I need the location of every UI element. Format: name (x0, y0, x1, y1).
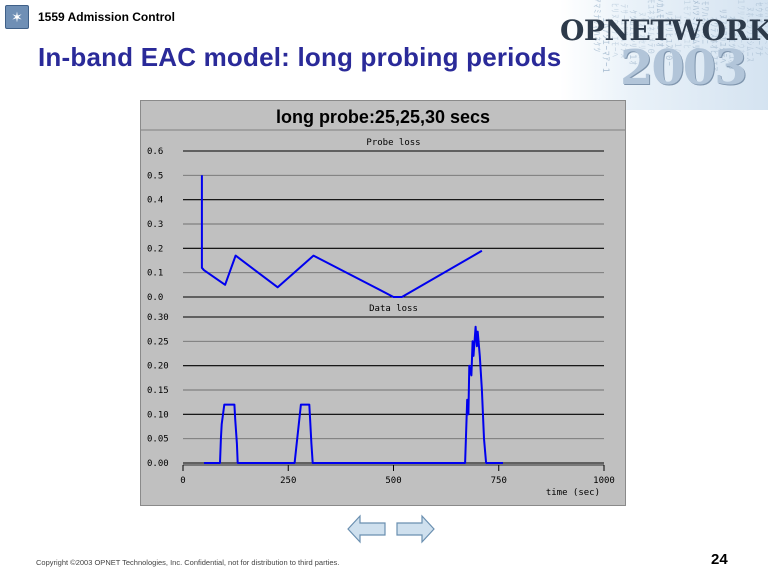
y-tick-label: 0.25 (147, 337, 169, 347)
y-tick-label: 0.6 (147, 147, 163, 157)
x-tick-label: 0 (180, 476, 185, 486)
y-tick-label: 0.4 (147, 196, 163, 206)
starburst-icon: ✶ (5, 5, 29, 29)
matrix-glyph-column: ｵﾊﾍﾃｴﾂﾑﾕﾎﾘ (726, 16, 736, 72)
matrix-glyph-column: ﾋﾘﾇｳｵﾃｴﾓｰﾍ (609, 3, 619, 59)
y-tick-label: 0.1 (147, 269, 163, 279)
figure-title-divider (141, 129, 625, 131)
x-tick-label: 250 (280, 476, 296, 486)
matrix-glyph-column: ｷﾒﾓﾜﾊﾈﾊﾊｳﾆ (699, 0, 709, 46)
matrix-glyph-column: ﾒﾊﾂﾐｱｵ0ﾑﾘﾑ (690, 0, 700, 56)
y-tick-label: 0.3 (147, 220, 163, 230)
matrix-glyph-column: ﾇﾎ1ﾂｳｴｼﾑﾆｽ (744, 7, 754, 63)
matrix-glyph-column: ｾｳｻｵｽﾏﾊｰｱﾅ (753, 2, 763, 58)
series-line (204, 325, 503, 464)
brand-logo-year: 2003 (620, 40, 748, 96)
chart-figure: long probe:25,25,30 secs Probe loss 0.6 0.… (140, 100, 626, 506)
series-line (200, 175, 483, 298)
matrix-glyph-column: ﾃｻｰﾕｻｻﾊﾀﾅｽ (618, 4, 628, 60)
y-tick-label: 0.15 (147, 386, 169, 396)
y-tick-label: 0.20 (147, 362, 169, 372)
matrix-glyph-column: 1ﾜﾘﾍｴｰｶｰｳﾎ (735, 0, 745, 55)
right-arrow-shape (396, 514, 435, 544)
matrix-glyph-column: ｴﾈｼｾｰ1ﾊ0ﾃｾ (672, 15, 682, 72)
matrix-glyph-column: ﾇｻｵｱｵｾﾘｵﾅﾅ (636, 12, 646, 68)
header-label: 1559 Admission Control (38, 10, 175, 24)
x-tick-label: 750 (491, 476, 507, 486)
footer-copyright: Copyright ©2003 OPNET Technologies, Inc.… (36, 558, 340, 567)
matrix-glyph-column: ﾘﾇｽｵｱｶﾕﾀﾃﾍ (717, 9, 727, 65)
x-tick-label: 1000 (593, 476, 615, 486)
matrix-glyph-column: ｱ1ﾓｱﾊﾜｼﾆﾕﾋ (681, 0, 691, 50)
y-tick-label: 0.30 (147, 313, 169, 323)
slide-title: In-band EAC model: long probing periods (38, 42, 562, 72)
left-arrow-icon[interactable] (347, 514, 387, 544)
background-matrix-pattern: ｱﾏﾐﾅﾘﾎﾊﾈｹﾂ ｴﾊｱｼｴｰﾏｱｰ1 ﾋﾘﾇｳｵﾃｴﾓｰﾍ ﾃｻｰﾕｻｻﾊﾀﾅｽ… (560, 0, 768, 110)
page-number: 24 (711, 551, 728, 568)
left-arrow-shape (347, 514, 386, 544)
matrix-glyph-column: ｴﾊｱｼｴｰﾏｱｰ1 (600, 18, 610, 74)
matrix-glyph-column: ﾘﾈﾏﾘﾋﾕｽﾅ0ｰ (663, 11, 673, 67)
right-arrow-icon[interactable] (395, 514, 435, 544)
panel-title: Data loss (369, 304, 418, 314)
y-tick-label: 0.10 (147, 410, 169, 420)
panel-title: Probe loss (366, 138, 420, 148)
figure-title: long probe:25,25,30 secs (275, 107, 491, 127)
y-tick-label: 0.5 (147, 171, 163, 181)
matrix-glyph-column: ﾓﾕﾈﾇﾀﾈﾑﾒﾃ0 (645, 0, 655, 55)
y-tick-label: 0.05 (147, 435, 169, 445)
x-axis-label: time (sec) (546, 488, 600, 498)
matrix-glyph-column: ｱﾏﾐﾅﾘﾎﾊﾈｹﾂ (591, 0, 601, 54)
y-tick-label: 0.2 (147, 244, 163, 254)
chart-plot-area: Probe loss 0.6 0.5 0.4 0.3 0.2 0.1 0.0 Data loss… (147, 138, 615, 498)
y-tick-label: 0.00 (147, 459, 169, 469)
matrix-glyph-column: ｵﾜﾃｽﾎｵﾋｽｴｱ (708, 17, 718, 73)
y-tick-label: 0.0 (147, 293, 163, 303)
brand-logo-name: OPNETWORK (560, 14, 768, 47)
matrix-glyph-column: ｹﾂﾑｴﾋｼﾘﾐ1ｵ (627, 10, 637, 66)
x-tick-label: 500 (385, 476, 401, 486)
matrix-glyph-column: ｻ0ﾊﾑﾘﾃｽﾐﾂｼ (762, 1, 768, 57)
matrix-glyph-column: ｼﾂｶﾑﾓﾇ0ﾜﾏｵ (654, 0, 664, 48)
